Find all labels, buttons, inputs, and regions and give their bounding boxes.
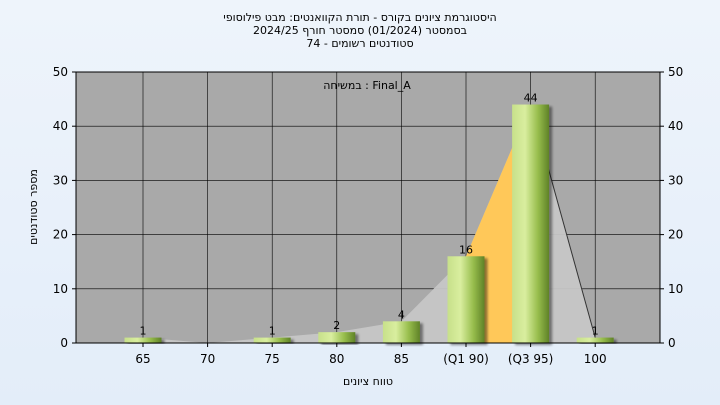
value-label-100: 1 [592,325,599,338]
y-tick-label-right: 50 [668,65,683,79]
grid-lines [76,71,660,344]
value-label-85: 4 [398,308,405,321]
x-tick-label: 65 [135,352,150,366]
x-axis-label: טווח ציונים [343,375,393,388]
bar-100 [576,337,614,343]
x-tick-label: 80 [329,352,344,366]
x-axis: 65 70 75 80 85 (Q1 90) (Q3 95) 100 [135,343,607,366]
x-tick-label: 85 [394,352,409,366]
x-tick-label: 100 [584,352,607,366]
x-tick-label: (Q3 95) [508,352,554,366]
y-axis-left: 0 10 20 30 40 50 [53,65,76,350]
y-tick-label-right: 0 [668,336,676,350]
bar-(Q1 90) [447,256,485,343]
bar-85 [382,321,420,343]
plot-frame [75,71,661,344]
y-axis-right: 0 10 20 30 40 50 [660,65,683,350]
bar-(Q3 95) [512,104,550,344]
bar-80 [318,332,356,343]
y-tick-label: 30 [53,173,68,187]
y-tick-label: 40 [53,119,68,133]
y-axis-label: מספר סטודנטים [27,169,40,245]
y-tick-label: 20 [53,228,68,242]
chart-title-line-3: סטודנטים רשומים - 74 [306,37,413,50]
y-tick-label: 0 [60,336,68,350]
bar-65 [124,337,162,343]
chart-title-line-1: היסטוגרמת ציונים בקורס - תורת הקוואנטים:… [223,11,496,24]
value-label-(Q3 95): 44 [524,92,538,105]
y-tick-label: 50 [53,65,68,79]
value-labels-group: 1 1 2 4 16 44 1 [140,92,599,338]
value-label-(Q1 90): 16 [459,243,473,256]
chart-title-line-2: בסמסטר (01/2024) סמסטר חורף 2024/25 [253,24,467,37]
value-label-80: 2 [333,319,340,332]
x-tick-label: 70 [200,352,215,366]
y-tick-label-right: 20 [668,228,683,242]
y-tick-label-right: 30 [668,173,683,187]
value-label-65: 1 [140,325,147,338]
value-label-75: 1 [269,325,276,338]
y-tick-label: 10 [53,282,68,296]
chart-annotation: במשיחה : Final_A [323,79,411,92]
y-tick-label-right: 10 [668,282,683,296]
bars-group [124,104,614,344]
bar-75 [253,337,291,343]
x-tick-label: (Q1 90) [443,352,489,366]
y-tick-label-right: 40 [668,119,683,133]
x-tick-label: 75 [265,352,280,366]
